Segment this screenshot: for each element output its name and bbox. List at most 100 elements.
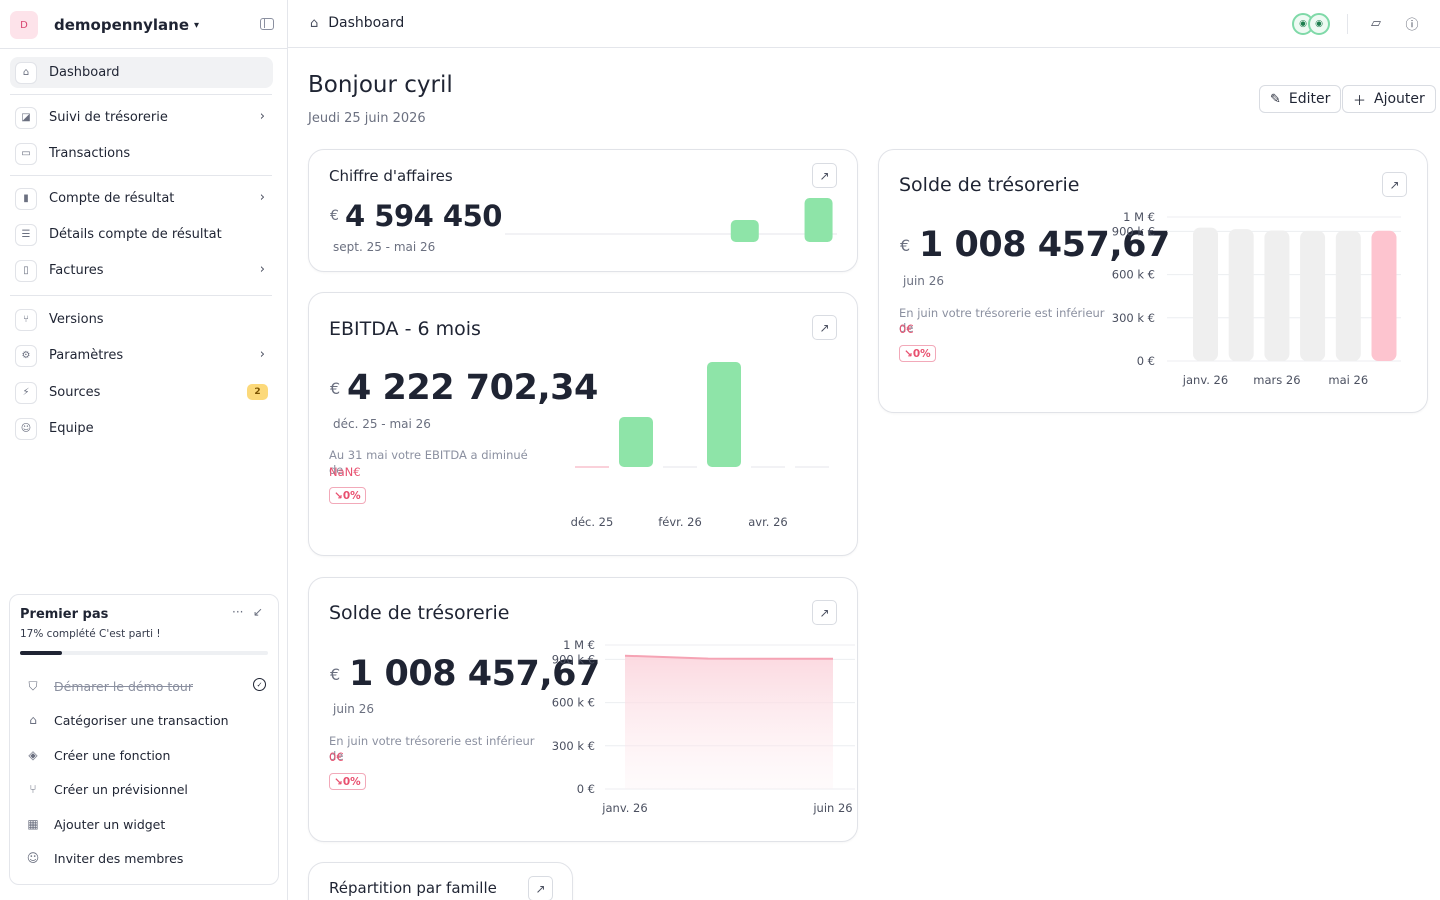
kpi-delta: NaN€ xyxy=(329,465,361,479)
kpi-value: 1 008 457,67 xyxy=(349,654,600,694)
x-tick-label: mai 26 xyxy=(1328,373,1368,387)
breadcrumb[interactable]: ⌂ Dashboard xyxy=(310,15,404,31)
edit-button[interactable]: ✎ Editer xyxy=(1259,85,1342,113)
kpi-pct: 0% xyxy=(342,489,361,502)
onboarding-step-widget[interactable]: ▦ Ajouter un widget xyxy=(23,812,271,836)
sidebar-item-suivi-tresorerie[interactable]: ◪ Suivi de trésorerie › xyxy=(10,102,273,133)
revenue-bar xyxy=(804,198,833,242)
external-link-icon[interactable]: ↗ xyxy=(1382,172,1407,197)
external-link-icon[interactable]: ↗ xyxy=(812,163,837,188)
bar-chart-icon: ▮ xyxy=(15,187,37,210)
grid-icon: ▦ xyxy=(27,817,39,831)
sidebar-item-compte-resultat[interactable]: ▮ Compte de résultat › xyxy=(10,183,273,214)
y-tick-label: 900 k € xyxy=(552,652,595,666)
onboarding-step-categoriser[interactable]: ⌂ Catégoriser une transaction xyxy=(23,708,271,732)
sidebar-item-label: Suivi de trésorerie xyxy=(49,110,168,125)
kpi-value: 4 594 450 xyxy=(345,199,502,233)
external-link-icon[interactable]: ↗ xyxy=(812,600,837,625)
workspace-switcher[interactable]: D demopennylane ▾ xyxy=(10,10,274,40)
sidebar-item-parametres[interactable]: ⚙ Paramètres › xyxy=(10,340,273,371)
family-card: Répartition par famille ↗ xyxy=(308,862,573,900)
logo-eye-icon: ◉ xyxy=(1308,13,1330,35)
sidebar-item-label: Paramètres xyxy=(49,348,124,363)
trend-down-icon: ↘ xyxy=(334,489,343,502)
app-logo[interactable]: ◉ ◉ xyxy=(1292,13,1332,37)
onboarding-step-label: Créer une fonction xyxy=(54,747,171,763)
revenue-card: Chiffre d'affaires ↗ € 4 594 450 sept. 2… xyxy=(308,149,858,272)
onboarding-step-membres[interactable]: ☺ Inviter des membres xyxy=(23,846,271,870)
external-link-icon[interactable]: ↗ xyxy=(528,876,553,900)
users-icon: ☺ xyxy=(26,851,40,865)
check-circle-icon: ✓ xyxy=(253,678,266,691)
minimize-icon[interactable]: ↙ xyxy=(253,605,264,619)
onboarding-step-fonction[interactable]: ◈ Créer une fonction xyxy=(23,743,271,767)
cash-bar xyxy=(1264,230,1290,361)
x-tick-label: mars 26 xyxy=(1253,373,1300,387)
onboarding-title: Premier pas xyxy=(20,607,109,622)
kpi-pct: 0% xyxy=(912,347,931,360)
card-title: Chiffre d'affaires xyxy=(329,167,453,185)
sidebar-item-sources[interactable]: ⚡ Sources 2 xyxy=(10,377,273,408)
plus-icon: ＋ xyxy=(1353,93,1367,109)
y-tick-label: 300 k € xyxy=(552,739,595,753)
sidebar-item-label: Versions xyxy=(49,312,104,327)
external-link-icon[interactable]: ↗ xyxy=(812,315,837,340)
sidebar-item-transactions[interactable]: ▭ Transactions xyxy=(10,138,273,169)
branch-icon: ⑂ xyxy=(15,308,37,331)
chart-icon: ◪ xyxy=(15,106,37,129)
page-date: Jeudi 25 juin 2026 xyxy=(308,111,426,126)
workspace-avatar: D xyxy=(10,11,38,39)
kpi-value: 1 008 457,67 xyxy=(919,225,1170,265)
currency-symbol: € xyxy=(330,665,341,684)
topbar-divider xyxy=(1347,14,1348,34)
sidebar-item-details-compte-resultat[interactable]: ☰ Détails compte de résultat xyxy=(10,219,273,250)
ebitda-chart: déc. 25 févr. 26 avr. 26 xyxy=(571,362,829,529)
y-tick-label: 0 € xyxy=(1137,354,1155,368)
cash-area-chart: 1 M €900 k € 600 k € 300 k € 0 € janv. 26 jui… xyxy=(552,638,855,815)
sidebar-item-label: Sources xyxy=(49,385,101,400)
y-tick-label: 600 k € xyxy=(1112,268,1155,282)
sidebar-item-versions[interactable]: ⑂ Versions xyxy=(10,304,273,335)
kpi-period: juin 26 xyxy=(333,702,374,716)
y-tick-label: 0 € xyxy=(577,782,595,796)
sidebar-item-label: Factures xyxy=(49,263,104,278)
page-title: Bonjour cyril xyxy=(308,72,453,98)
chevron-right-icon: › xyxy=(259,347,265,362)
x-tick-label: janv. 26 xyxy=(1182,373,1228,387)
cash-bar-chart: 1 M €900 k € 600 k € 300 k € 0 € janv. 26 mar… xyxy=(1112,210,1401,387)
cash-bar xyxy=(1300,230,1326,361)
kpi-note: En juin votre trésorerie est inférieur d… xyxy=(899,306,1105,335)
sidebar-toggle-icon[interactable] xyxy=(260,18,274,30)
currency-symbol: € xyxy=(900,236,911,255)
edit-button-label: Editer xyxy=(1288,91,1331,107)
currency-symbol: € xyxy=(330,379,341,398)
onboarding-panel: Premier pas ··· ↙ 17% complété C'est par… xyxy=(9,594,279,885)
kpi-note: En juin votre trésorerie est inférieur d… xyxy=(329,734,535,763)
onboarding-step-demo-tour[interactable]: ⛉ Démarer le démo tour ✓ xyxy=(23,674,271,698)
list-icon: ☰ xyxy=(15,223,37,246)
sidebar: D demopennylane ▾ ⌂ Dashboard ◪ Suivi de… xyxy=(0,0,288,900)
sidebar-item-equipe[interactable]: ☺ Equipe xyxy=(10,413,273,444)
sidebar-item-factures[interactable]: ▯ Factures › xyxy=(10,255,273,286)
ebitda-card: EBITDA - 6 mois ↗ € 4 222 702,34 déc. 25… xyxy=(308,292,858,556)
tag-icon: ⌂ xyxy=(29,713,37,727)
add-button[interactable]: ＋ Ajouter xyxy=(1342,85,1436,113)
more-icon[interactable]: ··· xyxy=(232,605,244,619)
chat-icon[interactable]: ▱ xyxy=(1371,15,1381,31)
cash-area-fill xyxy=(625,655,833,789)
y-tick-label: 1 M € xyxy=(1123,210,1155,224)
cash-bar xyxy=(1228,229,1254,361)
ebitda-bar xyxy=(707,362,741,467)
home-icon: ⌂ xyxy=(310,15,319,31)
sidebar-item-dashboard[interactable]: ⌂ Dashboard xyxy=(10,57,273,88)
card-title: EBITDA - 6 mois xyxy=(329,318,481,340)
onboarding-step-previsionnel[interactable]: ⑂ Créer un prévisionnel xyxy=(23,777,271,801)
sidebar-item-label: Dashboard xyxy=(49,65,120,80)
help-icon[interactable]: ⓘ xyxy=(1405,17,1419,33)
kpi-pct-badge: ↘ 0% xyxy=(329,487,366,504)
workspace-name: demopennylane xyxy=(54,16,190,34)
chevron-right-icon: › xyxy=(259,262,265,277)
card-title: Solde de trésorerie xyxy=(899,174,1080,196)
sidebar-divider xyxy=(10,175,272,176)
